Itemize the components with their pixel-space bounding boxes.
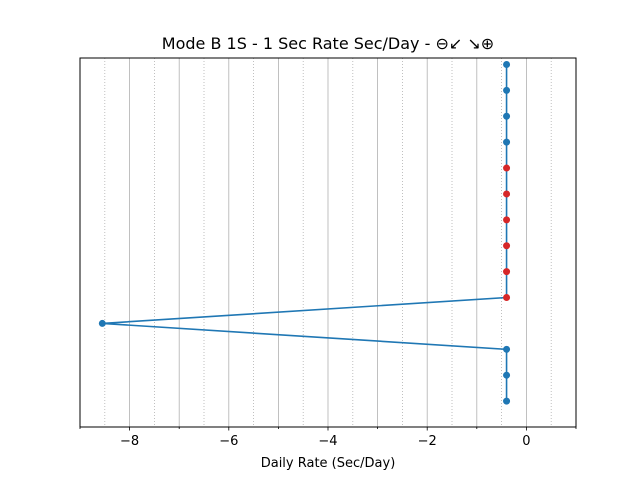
data-point [503,60,511,68]
data-point [503,397,511,405]
data-point [503,86,511,94]
highlight-data-point [503,164,511,172]
highlight-data-point [503,216,511,224]
x-axis-label: Daily Rate (Sec/Day) [261,456,396,471]
highlight-data-point [503,242,511,250]
x-tick-label: −4 [318,434,337,449]
grid [79,58,577,427]
data-points [98,60,511,405]
x-tick-label: 0 [522,434,530,449]
data-point [503,138,511,146]
data-point [503,112,511,120]
x-axis-ticks: −8 −6 −4 −2 0 [79,427,577,449]
highlight-data-point [503,268,511,276]
chart-title: Mode B 1S - 1 Sec Rate Sec/Day - ⊖↙ ↘⊕ [162,34,494,53]
highlight-data-point [503,190,511,198]
x-tick-label: −6 [219,434,238,449]
series-path [102,64,508,402]
data-point [503,371,511,379]
series-line [102,64,508,402]
data-point [98,319,106,327]
x-tick-label: −2 [418,434,437,449]
x-tick-label: −8 [120,434,139,449]
highlight-data-point [503,294,511,302]
data-point [503,345,511,353]
